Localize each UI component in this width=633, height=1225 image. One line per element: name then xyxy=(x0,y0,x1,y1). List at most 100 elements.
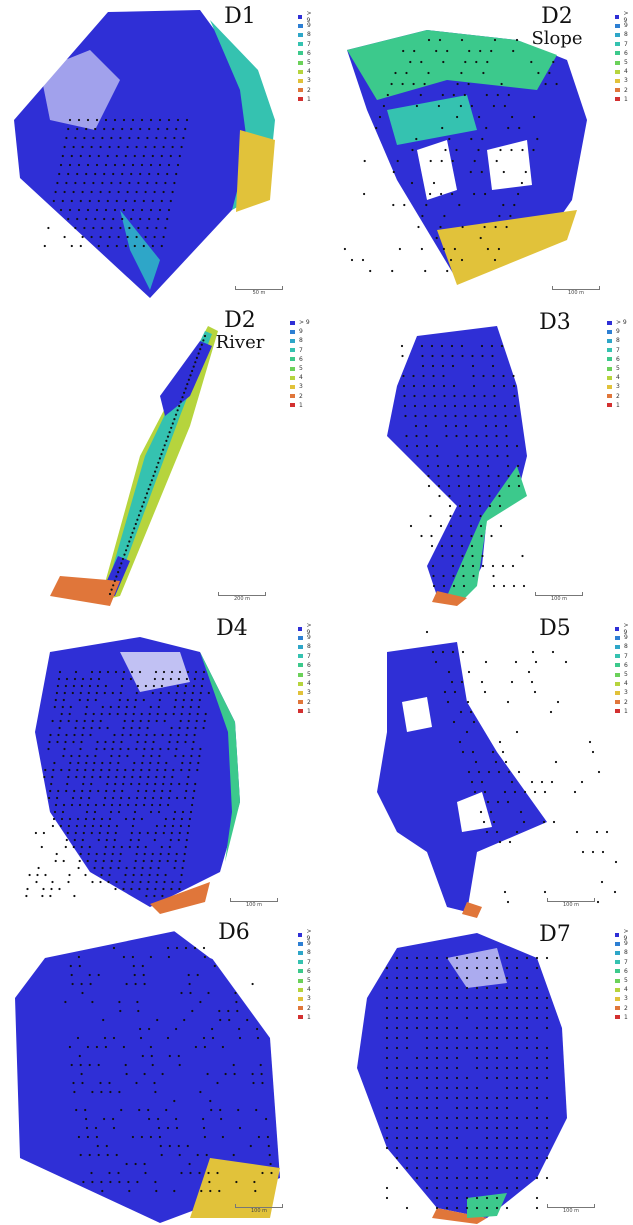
camera-position-dot xyxy=(194,361,196,363)
camera-position-dot xyxy=(116,1154,118,1156)
camera-position-dot xyxy=(484,193,486,195)
camera-position-dot xyxy=(171,776,173,778)
camera-position-dot xyxy=(483,821,485,823)
camera-position-dot xyxy=(537,72,539,74)
camera-position-dot xyxy=(85,818,87,820)
camera-position-dot xyxy=(218,1010,220,1012)
camera-position-dot xyxy=(114,164,116,166)
legend-entry: 2 xyxy=(298,698,316,707)
camera-position-dot xyxy=(64,1001,66,1003)
legend-label: 4 xyxy=(616,374,620,381)
camera-position-dot xyxy=(164,227,166,229)
legend-label: 7 xyxy=(307,653,311,660)
legend-swatch xyxy=(615,627,619,631)
camera-position-dot xyxy=(68,874,70,876)
camera-position-dot xyxy=(423,395,425,397)
camera-position-dot xyxy=(50,783,52,785)
camera-position-dot xyxy=(486,1187,488,1189)
camera-position-dot xyxy=(135,1163,137,1165)
camera-position-dot xyxy=(96,209,98,211)
camera-position-dot xyxy=(406,957,408,959)
camera-position-dot xyxy=(436,1177,438,1179)
camera-position-dot xyxy=(101,137,103,139)
camera-position-dot xyxy=(546,1067,548,1069)
camera-position-dot xyxy=(461,355,463,357)
camera-position-dot xyxy=(430,535,432,537)
camera-position-dot xyxy=(41,895,43,897)
camera-position-dot xyxy=(157,874,159,876)
camera-position-dot xyxy=(466,1117,468,1119)
camera-position-dot xyxy=(123,727,125,729)
camera-position-dot xyxy=(128,137,130,139)
legend-entry: 9 xyxy=(607,327,627,336)
legend-entry: 5 xyxy=(615,976,633,985)
camera-position-dot xyxy=(486,1017,488,1019)
camera-position-dot xyxy=(396,1167,398,1169)
camera-position-dot xyxy=(414,415,416,417)
camera-position-dot xyxy=(63,860,65,862)
legend-swatch xyxy=(290,330,295,334)
camera-position-dot xyxy=(44,769,46,771)
camera-position-dot xyxy=(386,1017,388,1019)
camera-position-dot xyxy=(138,839,140,841)
camera-position-dot xyxy=(208,692,210,694)
camera-position-dot xyxy=(396,1017,398,1019)
camera-position-dot xyxy=(182,706,184,708)
camera-position-dot xyxy=(165,818,167,820)
legend-swatch xyxy=(298,24,303,28)
camera-position-dot xyxy=(415,425,417,427)
camera-position-dot xyxy=(169,846,171,848)
camera-position-dot xyxy=(64,236,66,238)
camera-position-dot xyxy=(68,769,70,771)
camera-position-dot xyxy=(386,1037,388,1039)
legend-label: 7 xyxy=(624,959,628,966)
camera-position-dot xyxy=(461,39,463,41)
camera-position-dot xyxy=(467,465,469,467)
camera-position-dot xyxy=(436,997,438,999)
camera-position-dot xyxy=(186,119,188,121)
camera-position-dot xyxy=(197,974,199,976)
camera-position-dot xyxy=(416,105,418,107)
camera-position-dot xyxy=(75,832,77,834)
camera-position-dot xyxy=(101,182,103,184)
camera-position-dot xyxy=(503,171,505,173)
panel-title: D3 xyxy=(525,312,585,334)
camera-position-dot xyxy=(137,846,139,848)
camera-position-dot xyxy=(393,171,395,173)
camera-position-dot xyxy=(466,1077,468,1079)
camera-position-dot xyxy=(115,832,117,834)
camera-position-dot xyxy=(76,769,78,771)
camera-position-dot xyxy=(546,1147,548,1149)
camera-position-dot xyxy=(67,173,69,175)
camera-position-dot xyxy=(144,741,146,743)
camera-position-dot xyxy=(516,1007,518,1009)
camera-position-dot xyxy=(466,1187,468,1189)
map-panel-d2s: D2 Slope > 9 9 8 7 6 5 4 3 2 1 100 m xyxy=(317,0,633,306)
camera-position-dot xyxy=(56,741,58,743)
camera-position-dot xyxy=(100,769,102,771)
camera-position-dot xyxy=(463,395,465,397)
camera-position-dot xyxy=(526,1027,528,1029)
camera-position-dot xyxy=(536,1117,538,1119)
camera-position-dot xyxy=(131,881,133,883)
legend-swatch xyxy=(615,79,620,83)
camera-position-dot xyxy=(476,1037,478,1039)
camera-position-dot xyxy=(484,415,486,417)
camera-position-dot xyxy=(159,457,161,459)
camera-position-dot xyxy=(265,1118,267,1120)
camera-position-dot xyxy=(456,1047,458,1049)
camera-position-dot xyxy=(181,146,183,148)
camera-position-dot xyxy=(492,565,494,567)
camera-position-dot xyxy=(137,137,139,139)
camera-position-dot xyxy=(180,720,182,722)
camera-position-dot xyxy=(443,385,445,387)
camera-position-dot xyxy=(73,1091,75,1093)
camera-position-dot xyxy=(496,987,498,989)
camera-position-dot xyxy=(439,226,441,228)
camera-position-dot xyxy=(74,182,76,184)
camera-position-dot xyxy=(486,455,488,457)
camera-position-dot xyxy=(171,881,173,883)
camera-position-dot xyxy=(402,375,404,377)
camera-position-dot xyxy=(94,755,96,757)
camera-position-dot xyxy=(526,1137,528,1139)
